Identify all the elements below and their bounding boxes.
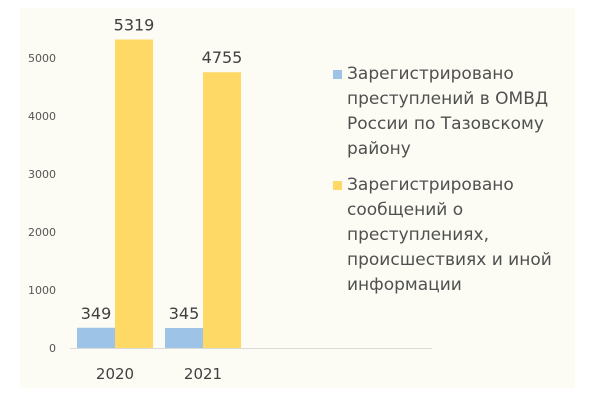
y-tick-label: 5000 <box>28 52 56 65</box>
y-tick-label: 0 <box>49 342 56 355</box>
legend-label-crimes: Зарегистрировано преступлений в ОМВД Рос… <box>347 64 549 159</box>
legend: Зарегистрировано преступлений в ОМВД Рос… <box>333 62 573 309</box>
legend-entry-crimes: Зарегистрировано преступлений в ОМВД Рос… <box>333 62 573 162</box>
bar-2021-series-1 <box>203 72 241 349</box>
x-category-label: 2020 <box>96 365 134 383</box>
chart-panel <box>20 8 575 388</box>
legend-swatch-crimes <box>333 70 342 79</box>
y-tick-label: 1000 <box>28 284 56 297</box>
y-tick-label: 4000 <box>28 110 56 123</box>
y-tick-label: 2000 <box>28 226 56 239</box>
legend-entry-reports: Зарегистрировано сообщений о преступлени… <box>333 173 573 298</box>
data-label-2020-series-0: 349 <box>81 304 112 323</box>
data-label-2021-series-0: 345 <box>169 304 200 323</box>
legend-label-reports: Зарегистрировано сообщений о преступлени… <box>347 175 552 295</box>
legend-swatch-reports <box>333 181 342 190</box>
data-label-2020-series-1: 5319 <box>114 15 155 34</box>
x-category-label: 2021 <box>184 365 222 383</box>
bar-2020-series-0 <box>77 327 115 348</box>
bar-2020-series-1 <box>115 39 153 349</box>
bar-2021-series-0 <box>165 327 203 348</box>
data-label-2021-series-1: 4755 <box>202 48 243 67</box>
y-tick-label: 3000 <box>28 168 56 181</box>
